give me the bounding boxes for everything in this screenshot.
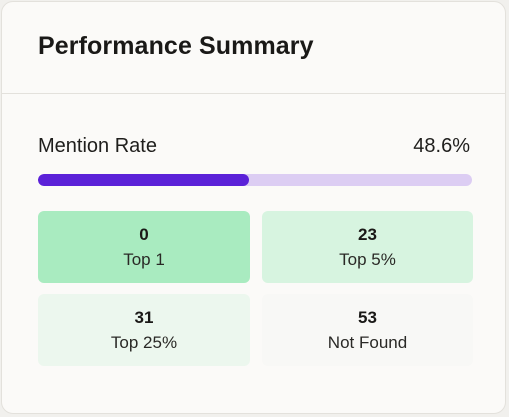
mention-rate-row: Mention Rate 48.6%: [38, 135, 470, 158]
stat-tile-top-5-percent: 23 Top 5%: [262, 211, 473, 283]
stat-grid: 0 Top 1 23 Top 5% 31 Top 25% 53 Not Foun…: [38, 211, 473, 366]
stat-value: 53: [358, 307, 377, 327]
stat-value: 31: [134, 307, 154, 327]
mention-rate-progress-fill: [38, 174, 249, 186]
card-header: Performance Summary: [2, 2, 505, 94]
stat-tile-not-found: 53 Not Found: [262, 294, 473, 366]
mention-rate-value: 48.6%: [413, 135, 470, 157]
stat-label: Not Found: [327, 332, 408, 352]
stat-value: 0: [139, 224, 149, 244]
stat-value: 23: [358, 224, 377, 244]
card-title: Performance Summary: [38, 32, 314, 60]
mention-rate-progress-bar: [38, 174, 472, 186]
stat-tile-top-1: 0 Top 1: [38, 211, 250, 283]
stat-label: Top 25%: [110, 332, 178, 352]
stat-tile-top-25-percent: 31 Top 25%: [38, 294, 250, 366]
stat-label: Top 1: [123, 249, 165, 269]
mention-rate-label: Mention Rate: [38, 135, 157, 157]
stat-label: Top 5%: [339, 249, 396, 269]
